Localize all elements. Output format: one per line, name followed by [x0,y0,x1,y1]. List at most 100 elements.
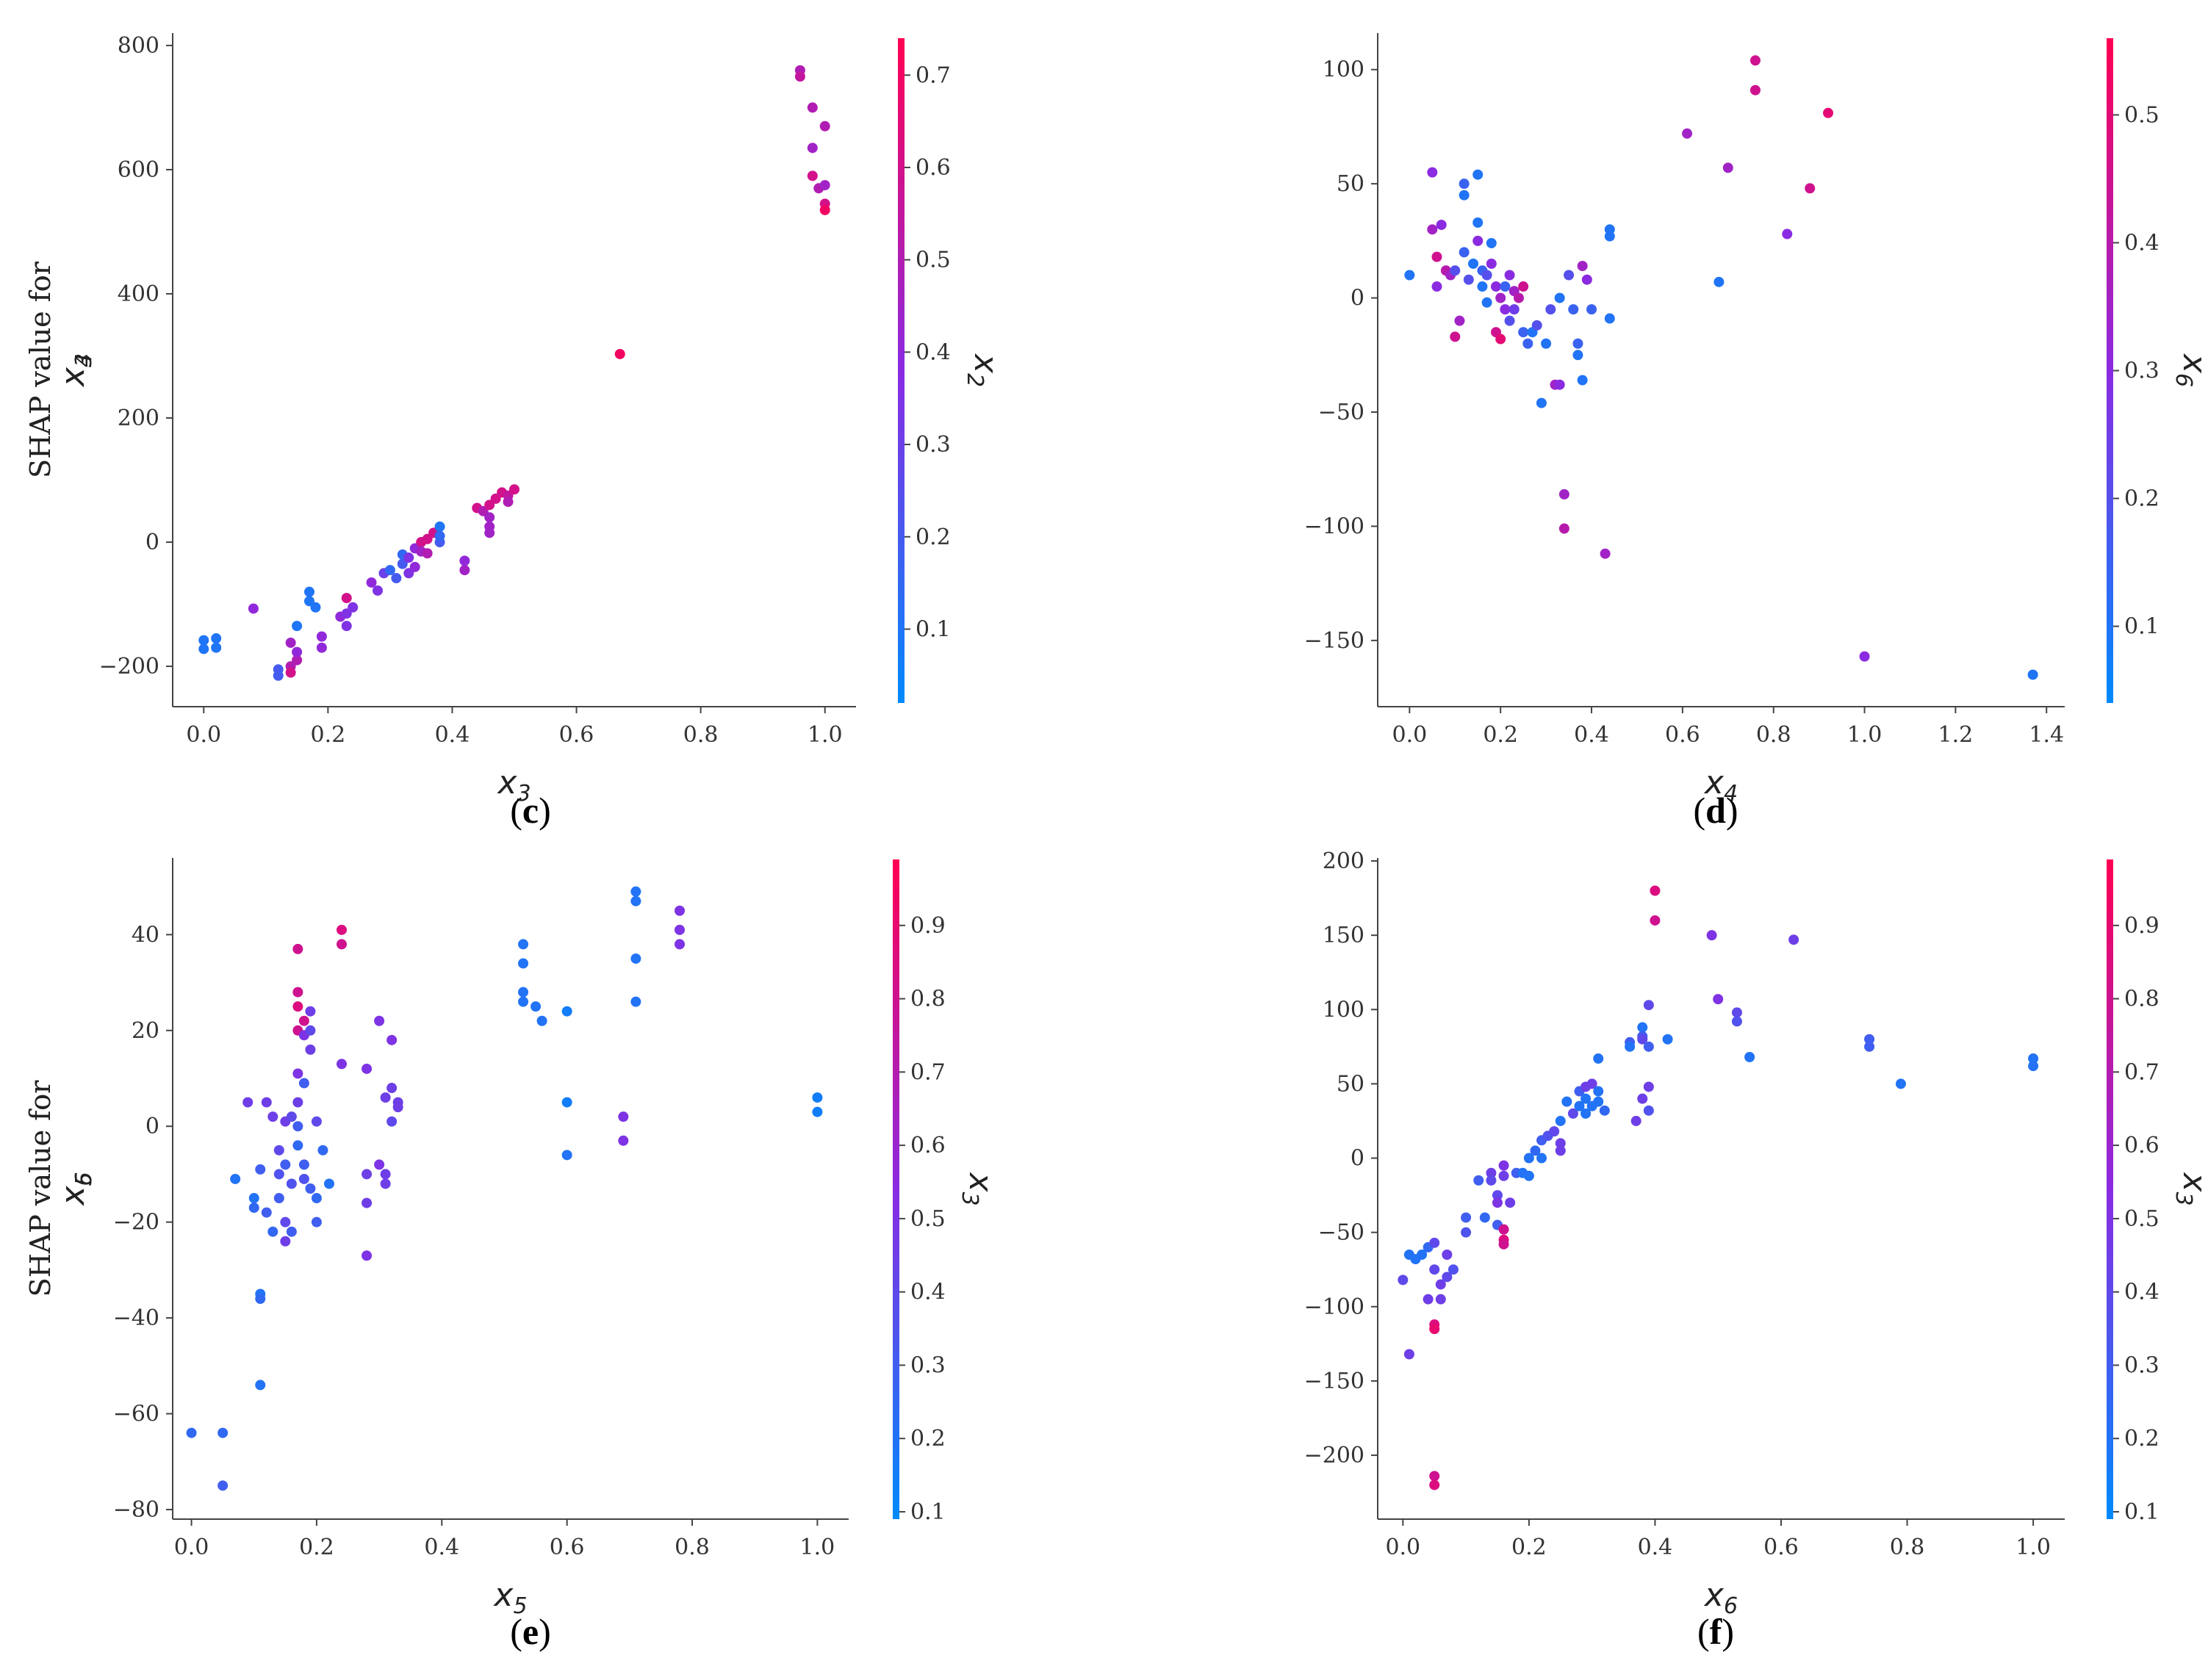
data-point [1429,1264,1440,1275]
data-point [1518,281,1529,292]
data-point [1555,1145,1566,1156]
data-point [1523,1170,1534,1181]
y-axis-symbol-line: x3 [54,353,97,388]
data-point [386,1034,398,1045]
x-tick-label: 0.8 [683,722,719,748]
data-point [1522,338,1533,349]
data-point [1477,281,1488,292]
data-point [337,924,347,935]
data-point [292,1097,303,1108]
x-tick-label: 1.0 [808,722,843,748]
data-point [561,1006,572,1017]
data-point [305,1006,316,1017]
colorbar-tick-label: 0.2 [910,1426,946,1452]
x-tick-label: 0.0 [186,722,221,748]
panel-label-open: ( [510,1611,522,1652]
data-point [1423,1294,1434,1305]
data-point [1555,1138,1566,1149]
data-point [298,1078,309,1089]
data-point [362,1250,373,1261]
panel-label-close: ) [539,790,551,831]
data-point [310,602,321,613]
data-point [392,1097,403,1108]
data-point [1581,274,1592,285]
data-point [248,1193,259,1204]
data-point [618,1111,629,1122]
data-point [1504,315,1515,326]
data-point [1558,489,1569,500]
data-point [1486,258,1497,269]
colorbar-tick-label: 0.1 [910,1499,946,1525]
data-point [1561,1096,1572,1107]
data-point [561,1097,572,1108]
data-point [323,1178,334,1189]
data-point [261,1097,272,1108]
x-tick-label: 0.8 [1890,1535,1925,1560]
data-point [1431,251,1442,262]
data-point [403,568,414,579]
data-point [198,635,209,646]
data-point [386,1083,398,1094]
data-point [531,1001,542,1012]
data-point [1495,292,1506,303]
data-point [1498,1160,1509,1171]
data-point [1625,1041,1636,1052]
data-point [1498,1239,1509,1250]
data-point [1427,224,1438,235]
data-point [1486,1167,1497,1178]
panel-label: (f) [1697,1611,1734,1652]
data-point [380,1092,391,1103]
colorbar-tick-label: 0.4 [916,339,951,365]
colorbar-subscript: 3 [2171,1191,2196,1205]
data-point [211,633,222,644]
y-axis-subscript: 6 [71,1172,97,1186]
panel-label-close: ) [1726,790,1738,831]
data-point [630,996,641,1007]
data-point [503,497,514,508]
data-point [348,602,359,613]
y-tick-label: 100 [1323,57,1364,83]
y-axis-symbol-line: x5 [54,1172,97,1206]
data-point [305,1183,316,1194]
data-point [1568,304,1579,315]
colorbar-tick-label: 0.6 [2124,1133,2160,1158]
data-point [1864,1041,1875,1052]
panel-e: 0.0 0.2 0.4 0.6 0.8 1.0−80−60−40−2002040x5SHA… [24,858,999,1652]
colorbar-tick-label: 0.1 [916,616,951,642]
data-point [434,530,445,541]
data-point [630,895,641,906]
data-point [292,655,303,666]
colorbar-tick-label: 0.5 [2124,1206,2160,1232]
data-point [198,643,209,655]
data-point [298,1173,309,1184]
x-tick-label: 0.8 [1756,722,1791,748]
data-point [1530,1145,1541,1156]
data-point [1643,1041,1654,1052]
data-point [292,1068,303,1079]
data-point [273,1144,284,1156]
data-point [255,1380,266,1391]
data-point [1429,1324,1440,1335]
data-point [298,1015,309,1026]
y-axis-prefix: SHAP value for [24,1080,57,1297]
x-tick-label: 0.8 [675,1535,710,1560]
data-point [280,1159,291,1170]
y-tick-label: −20 [113,1210,159,1236]
y-tick-label: 600 [118,157,159,183]
x-axis-symbol: x [1703,764,1725,801]
data-point [807,102,818,113]
panel-label-open: ( [1697,1611,1710,1652]
data-point [675,905,685,916]
data-point [1750,84,1761,95]
panel-label-close: ) [539,1611,551,1652]
x-tick-label: 0.2 [299,1535,334,1560]
y-axis-symbol: x [54,367,92,388]
data-point [1643,1105,1654,1116]
colorbar-tick-label: 0.3 [916,432,951,458]
colorbar-subscript: 2 [962,373,988,387]
data-point [1531,320,1542,331]
y-axis-subscript: 4 [71,353,97,367]
data-point [1459,179,1470,190]
